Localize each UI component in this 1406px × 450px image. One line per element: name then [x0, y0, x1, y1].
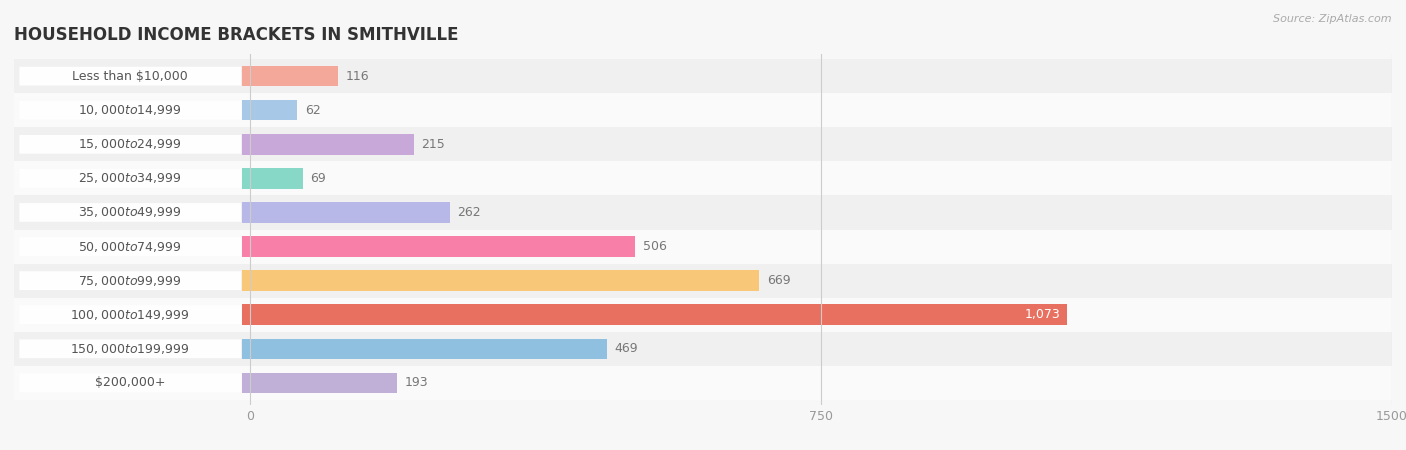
Bar [242, 270, 759, 291]
Text: 69: 69 [311, 172, 326, 185]
FancyBboxPatch shape [20, 135, 240, 154]
Text: $15,000 to $24,999: $15,000 to $24,999 [79, 137, 181, 151]
Text: HOUSEHOLD INCOME BRACKETS IN SMITHVILLE: HOUSEHOLD INCOME BRACKETS IN SMITHVILLE [14, 26, 458, 44]
FancyBboxPatch shape [20, 271, 240, 290]
Text: $35,000 to $49,999: $35,000 to $49,999 [79, 206, 181, 220]
Bar [242, 305, 1067, 325]
FancyBboxPatch shape [20, 305, 240, 324]
Text: 262: 262 [457, 206, 481, 219]
FancyBboxPatch shape [20, 67, 240, 86]
Text: 116: 116 [346, 70, 370, 83]
FancyBboxPatch shape [20, 203, 240, 222]
Bar [242, 100, 297, 121]
Bar [242, 134, 413, 154]
Bar [242, 202, 450, 223]
Bar [242, 66, 339, 86]
Text: 469: 469 [614, 342, 638, 355]
Bar [14, 230, 1392, 264]
Text: $50,000 to $74,999: $50,000 to $74,999 [79, 239, 181, 253]
Bar [14, 162, 1392, 195]
FancyBboxPatch shape [20, 339, 240, 358]
Bar [14, 127, 1392, 162]
Text: 62: 62 [305, 104, 321, 117]
FancyBboxPatch shape [20, 101, 240, 120]
Bar [14, 195, 1392, 230]
Bar [14, 366, 1392, 400]
Bar [242, 373, 396, 393]
Bar [14, 59, 1392, 93]
Bar [14, 332, 1392, 366]
FancyBboxPatch shape [20, 237, 240, 256]
Text: Source: ZipAtlas.com: Source: ZipAtlas.com [1274, 14, 1392, 23]
Text: 215: 215 [422, 138, 446, 151]
Text: $200,000+: $200,000+ [94, 376, 166, 389]
Text: $100,000 to $149,999: $100,000 to $149,999 [70, 308, 190, 322]
Text: 1,073: 1,073 [1025, 308, 1060, 321]
Text: $75,000 to $99,999: $75,000 to $99,999 [79, 274, 181, 288]
Bar [242, 338, 607, 359]
Bar [14, 264, 1392, 297]
Bar [242, 236, 636, 257]
Bar [14, 297, 1392, 332]
Text: $25,000 to $34,999: $25,000 to $34,999 [79, 171, 181, 185]
FancyBboxPatch shape [20, 374, 240, 392]
Text: 669: 669 [766, 274, 790, 287]
Bar [14, 93, 1392, 127]
Text: 193: 193 [405, 376, 429, 389]
Text: $150,000 to $199,999: $150,000 to $199,999 [70, 342, 190, 356]
Bar [242, 168, 302, 189]
Text: $10,000 to $14,999: $10,000 to $14,999 [79, 103, 181, 117]
FancyBboxPatch shape [20, 169, 240, 188]
Text: 506: 506 [643, 240, 666, 253]
Text: Less than $10,000: Less than $10,000 [72, 70, 188, 83]
